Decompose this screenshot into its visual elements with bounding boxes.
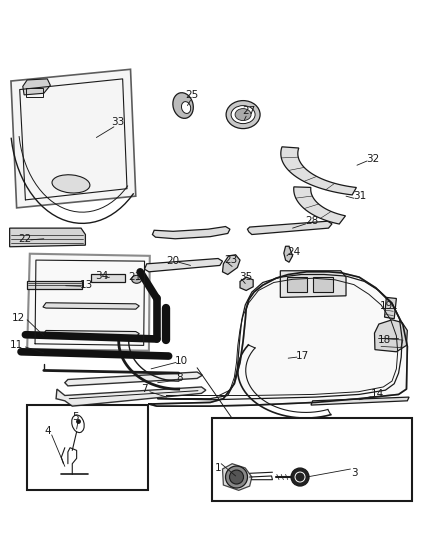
Polygon shape [280, 271, 346, 297]
Ellipse shape [235, 109, 251, 120]
Bar [27, 405, 148, 490]
Polygon shape [43, 303, 139, 309]
Text: 23: 23 [225, 255, 238, 265]
Polygon shape [43, 330, 139, 337]
Bar [26, 88, 43, 97]
Text: 17: 17 [296, 351, 309, 361]
Text: 11: 11 [10, 341, 23, 350]
Ellipse shape [132, 275, 141, 284]
Polygon shape [56, 387, 206, 406]
Polygon shape [10, 228, 85, 247]
Ellipse shape [181, 102, 191, 114]
Polygon shape [149, 272, 407, 406]
Polygon shape [247, 221, 332, 235]
Polygon shape [65, 372, 202, 386]
Polygon shape [240, 277, 253, 290]
Ellipse shape [173, 93, 193, 118]
Text: 4: 4 [45, 426, 52, 435]
Text: 5: 5 [72, 413, 79, 422]
Ellipse shape [291, 468, 309, 486]
Polygon shape [152, 227, 230, 239]
Polygon shape [311, 397, 409, 405]
Polygon shape [223, 255, 240, 274]
Polygon shape [374, 320, 407, 352]
Text: 18: 18 [378, 335, 391, 345]
Text: 32: 32 [367, 154, 380, 164]
Text: 27: 27 [242, 106, 255, 116]
Polygon shape [294, 187, 346, 224]
Text: 19: 19 [380, 302, 393, 311]
Text: 24: 24 [288, 247, 301, 256]
Text: 7: 7 [141, 384, 148, 394]
Text: 25: 25 [185, 90, 198, 100]
Text: 35: 35 [240, 272, 253, 282]
Polygon shape [145, 259, 223, 272]
Text: 14: 14 [371, 390, 384, 399]
Text: 12: 12 [12, 313, 25, 322]
Text: 22: 22 [18, 234, 31, 244]
Text: 10: 10 [175, 357, 188, 366]
Polygon shape [91, 274, 125, 282]
Polygon shape [223, 464, 252, 490]
Polygon shape [284, 246, 293, 262]
Ellipse shape [226, 466, 247, 488]
Text: 20: 20 [166, 256, 180, 266]
Ellipse shape [230, 470, 244, 484]
Bar [287, 277, 307, 292]
Text: 3: 3 [351, 469, 358, 478]
Ellipse shape [226, 101, 260, 128]
Text: 21: 21 [128, 272, 141, 282]
Text: 13: 13 [80, 280, 93, 290]
Text: 8: 8 [176, 374, 183, 383]
Text: 1: 1 [215, 463, 222, 473]
Text: 31: 31 [353, 191, 367, 201]
Text: 28: 28 [305, 216, 318, 226]
Text: 33: 33 [111, 117, 124, 126]
Bar [212, 418, 412, 501]
Polygon shape [27, 254, 150, 351]
Bar [313, 277, 333, 292]
Ellipse shape [52, 175, 90, 193]
Polygon shape [27, 281, 82, 289]
Text: 34: 34 [95, 271, 108, 281]
Polygon shape [11, 69, 136, 208]
Polygon shape [385, 297, 396, 319]
Ellipse shape [231, 106, 255, 124]
Polygon shape [281, 147, 357, 195]
Polygon shape [23, 79, 50, 95]
